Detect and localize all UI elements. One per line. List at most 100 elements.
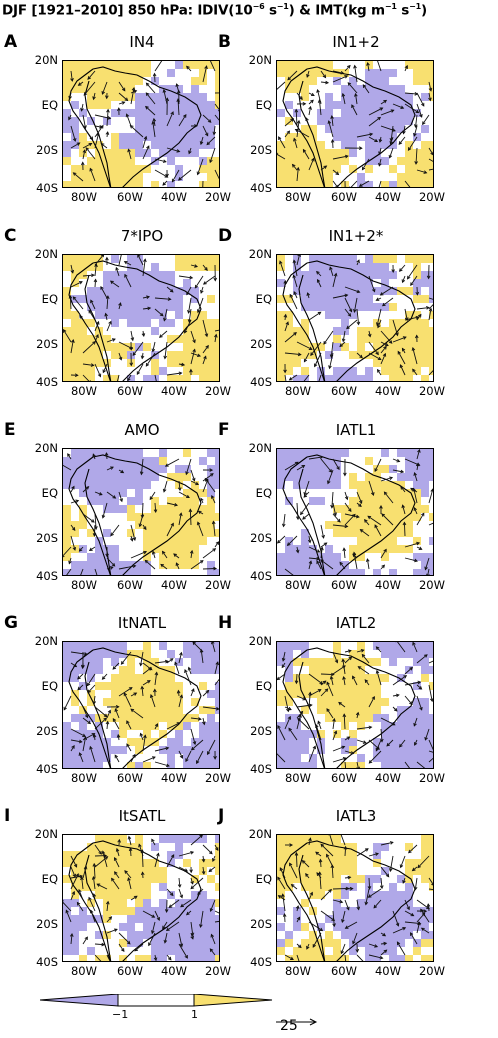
panel-name: ItSATL: [62, 807, 222, 825]
lat-tick-label: 20S: [30, 724, 58, 738]
flux-vector: [204, 276, 215, 284]
lat-tick-label: EQ: [30, 872, 58, 886]
flux-vector: [203, 569, 216, 570]
flux-vector: [321, 674, 334, 675]
lon-tick-label: 60W: [113, 578, 147, 592]
panel-name: IN1+2*: [276, 227, 436, 245]
lon-tick-label: 60W: [113, 771, 147, 785]
flux-vector: [111, 525, 119, 536]
lon-tick-label: 60W: [327, 964, 361, 978]
lat-tick-label: 20S: [30, 531, 58, 545]
lon-tick-label: 40W: [157, 190, 191, 204]
lat-tick-label: 20N: [30, 247, 58, 261]
panel-name: ItNATL: [62, 614, 222, 632]
lat-tick-label: 20S: [244, 143, 272, 157]
lon-tick-label: 20W: [201, 190, 235, 204]
flux-vector: [404, 522, 405, 536]
flux-vector: [155, 170, 168, 177]
map-panel: [276, 60, 434, 188]
flux-vector: [195, 276, 203, 288]
flux-vector: [297, 503, 298, 519]
flux-vector: [203, 549, 215, 558]
flux-vector: [378, 181, 381, 188]
flux-vector: [332, 492, 333, 508]
figure-title: DJF [1921–2010] 850 hPa: IDIV(10−6 s−1) …: [2, 2, 496, 19]
lat-tick-label: 20N: [30, 827, 58, 841]
flux-vector: [429, 658, 434, 663]
lat-tick-label: 20S: [244, 337, 272, 351]
flux-vector: [64, 696, 71, 710]
lat-tick-label: 20N: [30, 53, 58, 67]
lon-tick-label: 20W: [415, 384, 449, 398]
panel-letter: I: [4, 806, 10, 826]
lat-tick-label: 20S: [30, 143, 58, 157]
lon-tick-label: 20W: [201, 771, 235, 785]
flux-vector: [296, 853, 297, 867]
lat-tick-label: EQ: [30, 292, 58, 306]
lon-tick-label: 80W: [281, 190, 315, 204]
flux-vector: [405, 696, 412, 704]
flux-vector: [277, 82, 285, 92]
lat-tick-label: EQ: [244, 486, 272, 500]
flux-vector: [423, 115, 429, 124]
lat-tick-label: 40S: [244, 375, 272, 389]
panel-name: AMO: [62, 421, 222, 439]
lat-tick-label: 20N: [30, 634, 58, 648]
lon-tick-label: 60W: [327, 771, 361, 785]
lon-tick-label: 20W: [201, 578, 235, 592]
lat-tick-label: 20N: [244, 441, 272, 455]
lon-tick-label: 60W: [327, 190, 361, 204]
lat-tick-label: 20N: [244, 634, 272, 648]
lat-tick-label: 40S: [244, 181, 272, 195]
lat-tick-label: 20N: [244, 247, 272, 261]
panel-letter: H: [218, 613, 232, 633]
lon-tick-label: 80W: [281, 578, 315, 592]
panel-letter: G: [4, 613, 18, 633]
flux-vector: [399, 137, 405, 144]
flux-vector: [369, 878, 370, 889]
lon-tick-label: 40W: [371, 190, 405, 204]
lat-tick-label: EQ: [244, 292, 272, 306]
flux-vector: [324, 331, 333, 344]
lat-tick-label: 40S: [30, 955, 58, 969]
panel-name: IN4: [62, 33, 222, 51]
map-panel: [62, 254, 220, 382]
lat-tick-label: 20S: [30, 337, 58, 351]
lon-tick-label: 80W: [281, 771, 315, 785]
lon-tick-label: 20W: [415, 771, 449, 785]
lon-tick-label: 80W: [67, 771, 101, 785]
map-panel: [62, 448, 220, 576]
lat-tick-label: 40S: [30, 569, 58, 583]
lat-tick-label: 20S: [244, 917, 272, 931]
lon-tick-label: 60W: [113, 384, 147, 398]
map-panel: [62, 834, 220, 962]
panel-letter: A: [4, 32, 17, 52]
lon-tick-label: 60W: [327, 578, 361, 592]
lon-tick-label: 80W: [67, 578, 101, 592]
flux-vector: [349, 181, 357, 188]
lon-tick-label: 80W: [281, 964, 315, 978]
flux-vector: [119, 255, 122, 265]
colorbar-negative-segment: [40, 994, 118, 1006]
map-panel: [276, 834, 434, 962]
flux-vector: [333, 514, 340, 522]
panel-name: IATL2: [276, 614, 436, 632]
panel-name: IN1+2: [276, 33, 436, 51]
panel-letter: F: [218, 420, 230, 440]
lat-tick-label: 40S: [244, 762, 272, 776]
lon-tick-label: 20W: [201, 384, 235, 398]
lat-tick-label: 20S: [244, 531, 272, 545]
lon-tick-label: 20W: [415, 964, 449, 978]
lon-tick-label: 40W: [157, 771, 191, 785]
panel-letter: C: [4, 226, 16, 246]
lat-tick-label: 20N: [244, 827, 272, 841]
flux-vector: [357, 955, 366, 962]
lat-tick-label: 40S: [30, 762, 58, 776]
lon-tick-label: 40W: [157, 578, 191, 592]
flux-vector: [278, 536, 285, 543]
lat-tick-label: EQ: [30, 679, 58, 693]
lon-tick-label: 60W: [113, 190, 147, 204]
lat-tick-label: 40S: [244, 569, 272, 583]
lat-tick-label: 40S: [244, 955, 272, 969]
map-panel: [276, 641, 434, 769]
